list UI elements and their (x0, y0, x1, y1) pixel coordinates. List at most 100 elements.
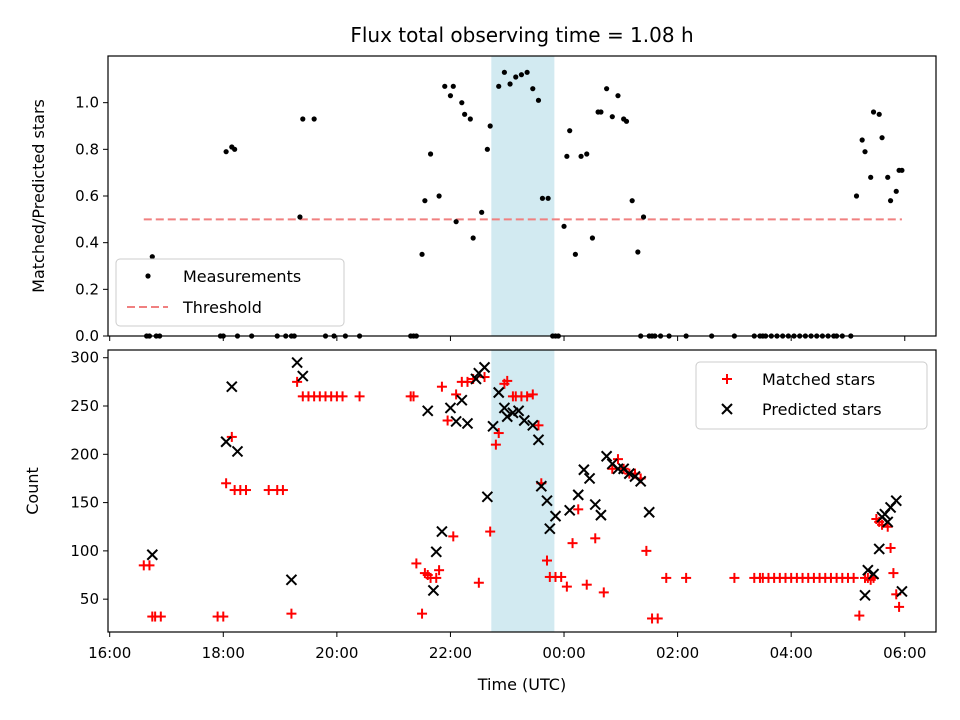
measurement-point (609, 114, 615, 120)
predicted-star-point (285, 574, 298, 586)
y-tick-label: 0.8 (75, 140, 99, 158)
predicted-star-point (532, 434, 545, 446)
measurement-point (467, 116, 473, 122)
measurement-point (535, 97, 542, 103)
predicted-star-point (541, 494, 553, 507)
y-tick-label: 200 (70, 445, 99, 463)
measurement-point (450, 83, 456, 89)
measurement-point (887, 198, 894, 204)
chart-title: Flux total observing time = 1.08 h (350, 23, 693, 47)
measurement-point (436, 193, 442, 199)
x-tick-label: 20:00 (315, 644, 358, 662)
bottom-plot-frame (107, 349, 937, 633)
predicted-star-point (518, 414, 530, 427)
measurement-point (530, 86, 536, 92)
matched-star-point (411, 558, 422, 569)
measurement-point (470, 235, 476, 241)
measurement-point (297, 214, 303, 220)
predicted-star-point (890, 494, 902, 507)
legend-measurement-marker (145, 273, 151, 279)
measurement-point (893, 188, 899, 194)
predicted-star-point (430, 546, 442, 558)
matched-star-point (417, 608, 428, 619)
predicted-star-point (297, 370, 309, 382)
measurement-point (561, 223, 567, 229)
matched-star-point (573, 504, 584, 515)
predicted-star-point (882, 516, 894, 528)
x-tick-label: 16:00 (88, 644, 131, 662)
top-y-axis: 0.0 0.2 0.4 0.6 0.8 1.0 (75, 94, 108, 345)
matched-star-point (561, 581, 572, 592)
bottom-legend: Matched stars Predicted stars (695, 361, 928, 430)
measurement-point (629, 198, 635, 204)
predicted-star-point (498, 402, 511, 414)
predicted-star-point (595, 509, 607, 521)
measurement-point (501, 69, 507, 75)
predicted-star-point (862, 564, 874, 576)
matched-star-point (263, 485, 274, 496)
matched-star-point (144, 560, 155, 571)
predicted-star-point (226, 380, 238, 393)
bottom-plot: 50 100 150 200 250 300 16:00 18:00 20:00 22:00 00… (23, 349, 937, 694)
measurement-point (442, 83, 448, 89)
predicted-star-point (478, 361, 491, 374)
top-plot: 0.0 0.2 0.4 0.6 0.8 1.0 Matched/Predicted sta… (29, 55, 937, 345)
matched-star-point (218, 611, 229, 622)
matched-star-point (567, 538, 578, 549)
matched-star-point (292, 376, 303, 387)
matched-star-point (854, 610, 865, 621)
matched-star-point (885, 542, 896, 553)
matched-star-point (888, 568, 899, 579)
predicted-star-point (859, 589, 871, 602)
measurement-point (496, 83, 502, 89)
x-tick-label: 18:00 (202, 644, 245, 662)
x-tick-label: 02:00 (656, 644, 699, 662)
measurement-point (876, 111, 882, 117)
matched-star-point (354, 391, 365, 402)
measurement-point (232, 146, 238, 152)
predicted-star-point (600, 450, 613, 462)
x-tick-label: 04:00 (770, 644, 813, 662)
matched-star-point (541, 555, 552, 566)
predicted-star-point (501, 410, 513, 423)
y-tick-label: 1.0 (75, 94, 99, 112)
matched-star-point (473, 577, 484, 588)
matched-star-point (681, 572, 692, 583)
predicted-star-point (146, 549, 159, 561)
measurement-point (300, 116, 306, 122)
bottom-y-axis: 50 100 150 200 250 300 (70, 349, 108, 608)
predicted-star-point (220, 436, 232, 448)
y-tick-label: 300 (70, 349, 99, 367)
predicted-star-point (583, 472, 596, 485)
matched-star-point (490, 439, 501, 450)
measurement-point (564, 153, 570, 159)
x-tick-label: 22:00 (429, 644, 472, 662)
matched-star-point (661, 572, 672, 583)
matched-star-point (277, 485, 288, 496)
measurement-point (419, 251, 425, 257)
measurement-point (885, 174, 891, 180)
predicted-star-point (643, 506, 655, 518)
measurement-point (484, 146, 490, 152)
matched-star-point (590, 533, 601, 544)
y-tick-label: 150 (70, 494, 99, 512)
predicted-star-point (549, 510, 562, 522)
predicted-star-point (896, 585, 908, 598)
measurement-point (487, 123, 493, 129)
measurement-point (879, 135, 885, 141)
matched-star-point (882, 521, 893, 532)
matched-star-point (442, 415, 453, 426)
measurement-point (427, 151, 434, 157)
y-tick-label: 0.6 (75, 187, 99, 205)
measurement-point (572, 251, 578, 257)
legend-matched-marker (722, 374, 732, 384)
measurement-point (539, 195, 546, 201)
predicted-star-point (470, 373, 482, 385)
measurement-point (311, 116, 317, 122)
matched-star-point (337, 391, 348, 402)
predicted-star-point (493, 386, 505, 399)
legend-threshold-label: Threshold (182, 298, 262, 317)
top-legend: Measurements Threshold (115, 258, 345, 327)
matched-star-point (527, 389, 538, 400)
